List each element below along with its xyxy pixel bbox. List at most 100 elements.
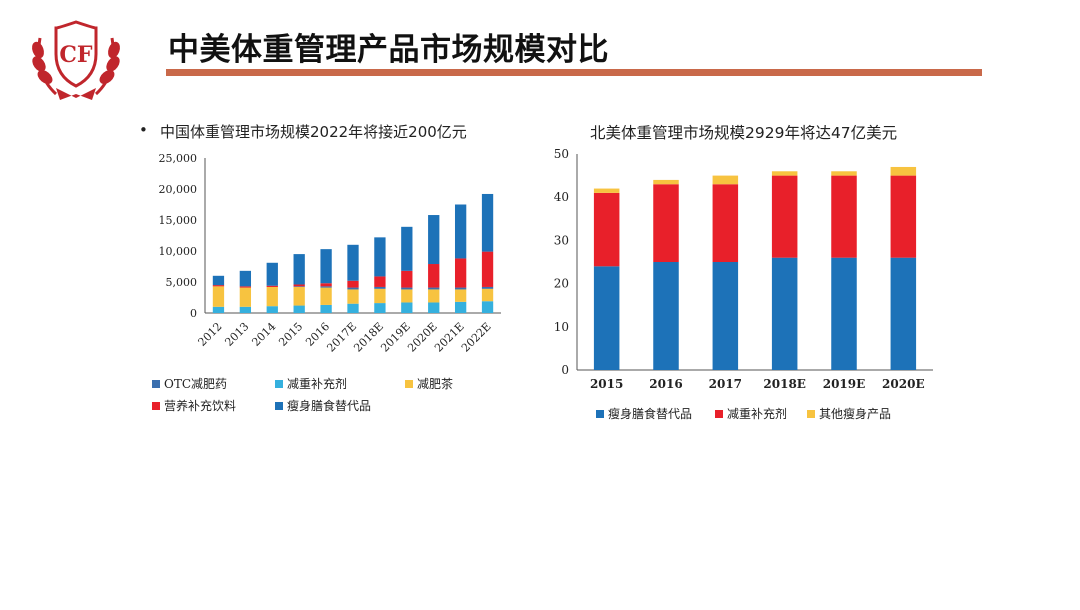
bar-segment-2012 <box>212 286 225 307</box>
legend-swatch <box>596 410 604 418</box>
bar-segment-2015 <box>293 286 305 306</box>
x-tick-label: 2022E <box>459 320 494 355</box>
bar-segment-2017 <box>712 262 739 370</box>
legend-label: 减重补充剂 <box>287 376 347 391</box>
y-tick-label: 10 <box>554 320 569 334</box>
laurel-left-icon <box>32 37 58 96</box>
right-chart-subtitle: 北美体重管理市场规模2929年将达47亿美元 <box>590 124 898 142</box>
y-tick-label: 10,000 <box>159 245 198 258</box>
x-tick-label: 2016 <box>649 377 682 391</box>
bar-segment-2018E <box>374 286 386 289</box>
legend-label: 减重补充剂 <box>727 406 787 421</box>
x-tick-label: 2013 <box>222 320 251 349</box>
x-tick-label: 2017 <box>709 377 742 391</box>
bar-segment-2020E <box>428 289 440 303</box>
y-tick-label: 5,000 <box>166 276 198 289</box>
bar-segment-2016 <box>653 184 679 262</box>
bar-segment-2020E <box>428 215 440 265</box>
bar-segment-2017E <box>347 289 359 304</box>
bullet-point: • <box>139 121 148 139</box>
bar-segment-2016 <box>320 287 332 305</box>
y-tick-label: 25,000 <box>159 152 198 165</box>
bar-segment-2018E <box>771 171 798 176</box>
bar-segment-2015 <box>293 254 305 285</box>
bar-segment-2016 <box>320 286 332 288</box>
bar-segment-2018E <box>374 288 386 304</box>
bar-segment-2017E <box>347 244 359 281</box>
bar-segment-2020E <box>428 264 440 288</box>
legend-swatch <box>715 410 723 418</box>
bar-segment-2017E <box>347 287 359 290</box>
bar-segment-2016 <box>320 283 332 287</box>
legend-label: 瘦身膳食替代品 <box>287 398 371 413</box>
logo-text: CF <box>59 42 93 68</box>
bar-segment-2015 <box>293 286 305 287</box>
laurel-right-icon <box>94 37 120 96</box>
bar-segment-2017E <box>347 280 359 288</box>
x-tick-label: 2018E <box>763 377 806 391</box>
bar-segment-2017 <box>712 175 739 185</box>
legend-swatch <box>807 410 815 418</box>
bar-segment-2019E <box>401 289 413 303</box>
shield-icon <box>54 20 98 88</box>
legend-swatch <box>405 380 413 388</box>
bar-segment-2012 <box>212 306 225 313</box>
bar-segment-2019E <box>831 257 857 370</box>
legend-label: 瘦身膳食替代品 <box>608 406 692 421</box>
legend-label: 营养补充饮料 <box>164 398 236 413</box>
bar-segment-2021E <box>454 287 467 290</box>
china-market-chart: 05,00010,00015,00020,00025,0002012201320… <box>152 152 501 413</box>
bar-segment-2022E <box>481 286 494 289</box>
left-chart-subtitle: 中国体重管理市场规模2022年将接近200亿元 <box>160 123 467 141</box>
x-tick-label: 2017E <box>324 320 359 355</box>
bar-segment-2020E <box>890 175 917 258</box>
legend-label: 其他瘦身产品 <box>819 406 891 421</box>
legend-label: OTC减肥药 <box>164 377 227 391</box>
bar-segment-2021E <box>454 289 467 302</box>
bar-segment-2019E <box>401 287 413 290</box>
bar-segment-2015 <box>593 266 620 370</box>
x-tick-label: 2020E <box>882 377 925 391</box>
y-tick-label: 20 <box>554 277 569 291</box>
bar-segment-2013 <box>239 287 252 307</box>
bar-segment-2016 <box>320 249 332 284</box>
page-title: 中美体重管理产品市场规模对比 <box>168 32 609 68</box>
bar-segment-2015 <box>593 192 620 267</box>
bar-segment-2020E <box>890 257 917 370</box>
y-tick-label: 40 <box>554 190 569 204</box>
x-tick-label: 2018E <box>351 320 386 355</box>
bar-segment-2020E <box>428 302 440 313</box>
legend-swatch <box>152 380 160 388</box>
legend-label: 减肥茶 <box>417 376 453 391</box>
bar-segment-2016 <box>320 304 332 313</box>
north-america-market-chart: 0 10 20 30 40 50 2015 2016 2017 2018E 2019E 2020E 瘦身… <box>554 147 933 421</box>
x-tick-label: 2015 <box>276 320 305 349</box>
bar-segment-2014 <box>266 286 278 307</box>
bar-segment-2019E <box>831 175 857 258</box>
bar-segment-2013 <box>239 286 252 288</box>
bar-segment-2013 <box>239 306 252 313</box>
bar-segment-2022E <box>481 301 494 313</box>
bar-segment-2021E <box>454 204 467 259</box>
cf-logo: CF <box>32 20 120 100</box>
bar-segment-2018E <box>374 276 386 287</box>
bar-segment-2019E <box>831 171 857 176</box>
x-tick-label: 2015 <box>590 377 623 391</box>
y-tick-label: 15,000 <box>159 214 198 227</box>
legend-swatch <box>275 380 283 388</box>
bar-segment-2015 <box>593 188 620 193</box>
bar-segment-2016 <box>653 262 679 370</box>
bar-segment-2017E <box>347 303 359 313</box>
x-tick-label: 2014 <box>249 320 278 349</box>
bar-segment-2012 <box>212 275 225 286</box>
bar-segment-2022E <box>481 193 494 252</box>
x-tick-label: 2012 <box>196 320 225 349</box>
bar-segment-2018E <box>771 257 798 370</box>
bar-segment-2021E <box>454 301 467 313</box>
bar-segment-2018E <box>771 175 798 258</box>
bar-segment-2018E <box>374 237 386 277</box>
legend-swatch <box>275 402 283 410</box>
y-tick-label: 20,000 <box>159 183 198 196</box>
bar-segment-2020E <box>890 166 917 176</box>
bar-segment-2019E <box>401 226 413 271</box>
